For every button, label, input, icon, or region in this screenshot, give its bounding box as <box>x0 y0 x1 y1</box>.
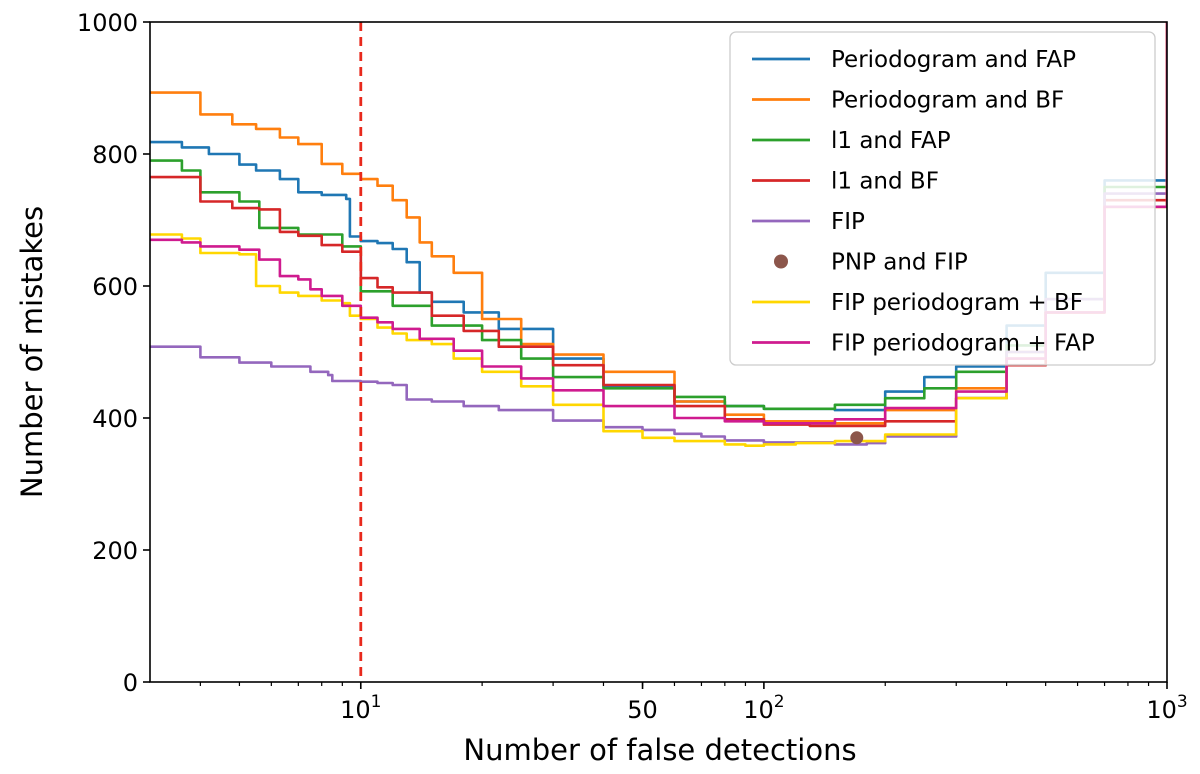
legend-swatch-pnp-and-fip <box>774 254 788 269</box>
series-line-periodogram-and-bf <box>150 22 1167 425</box>
data-point-pnp-and-fip <box>850 431 864 445</box>
legend-items: Periodogram and FAP Periodogram and BF l1 … <box>752 47 1095 357</box>
y-axis-title: Number of mistakes <box>15 206 49 498</box>
legend-label-l1-and-bf: l1 and BF <box>831 169 939 195</box>
legend-label-fip: FIP <box>831 209 865 235</box>
x-tick-label: 103 <box>1146 692 1187 724</box>
series-layer <box>150 22 1167 447</box>
legend-label-periodogram-and-fap: Periodogram and FAP <box>831 47 1076 73</box>
x-tick-label: 50 <box>627 696 658 724</box>
y-tick-label: 400 <box>92 405 138 433</box>
y-tick-label: 800 <box>92 141 138 169</box>
legend-label-fip-periodogram-fap: FIP periodogram + FAP <box>831 331 1095 357</box>
y-tick-label: 0 <box>123 669 138 697</box>
x-tick-exponent: 1 <box>371 692 382 712</box>
point-layer <box>850 431 864 445</box>
series-line-l1-and-fap <box>150 22 1167 411</box>
legend: Periodogram and FAP Periodogram and BF l1 … <box>729 31 1156 366</box>
x-tick-exponent: 3 <box>1177 692 1188 712</box>
y-tick-label: 600 <box>92 273 138 301</box>
y-tick-label: 200 <box>92 537 138 565</box>
series-line-fip-periodogram-fap <box>150 22 1167 425</box>
series-line-fip-periodogram-bf <box>150 22 1167 447</box>
series-line-fip <box>150 22 1167 446</box>
x-tick-exponent: 2 <box>774 692 785 712</box>
plot-frame <box>149 21 1168 683</box>
legend-label-fip-periodogram-bf: FIP periodogram + BF <box>831 290 1083 316</box>
legend-label-pnp-and-fip: PNP and FIP <box>831 250 968 276</box>
legend-frame <box>729 31 1156 366</box>
x-axis-title: Number of false detections <box>463 733 856 767</box>
legend-label-periodogram-and-bf: Periodogram and BF <box>831 88 1064 114</box>
legend-label-l1-and-fap: l1 and FAP <box>831 128 951 154</box>
x-tick-label: 102 <box>743 692 784 724</box>
y-tick-label: 1000 <box>77 9 138 37</box>
x-tick-label: 101 <box>340 692 381 724</box>
